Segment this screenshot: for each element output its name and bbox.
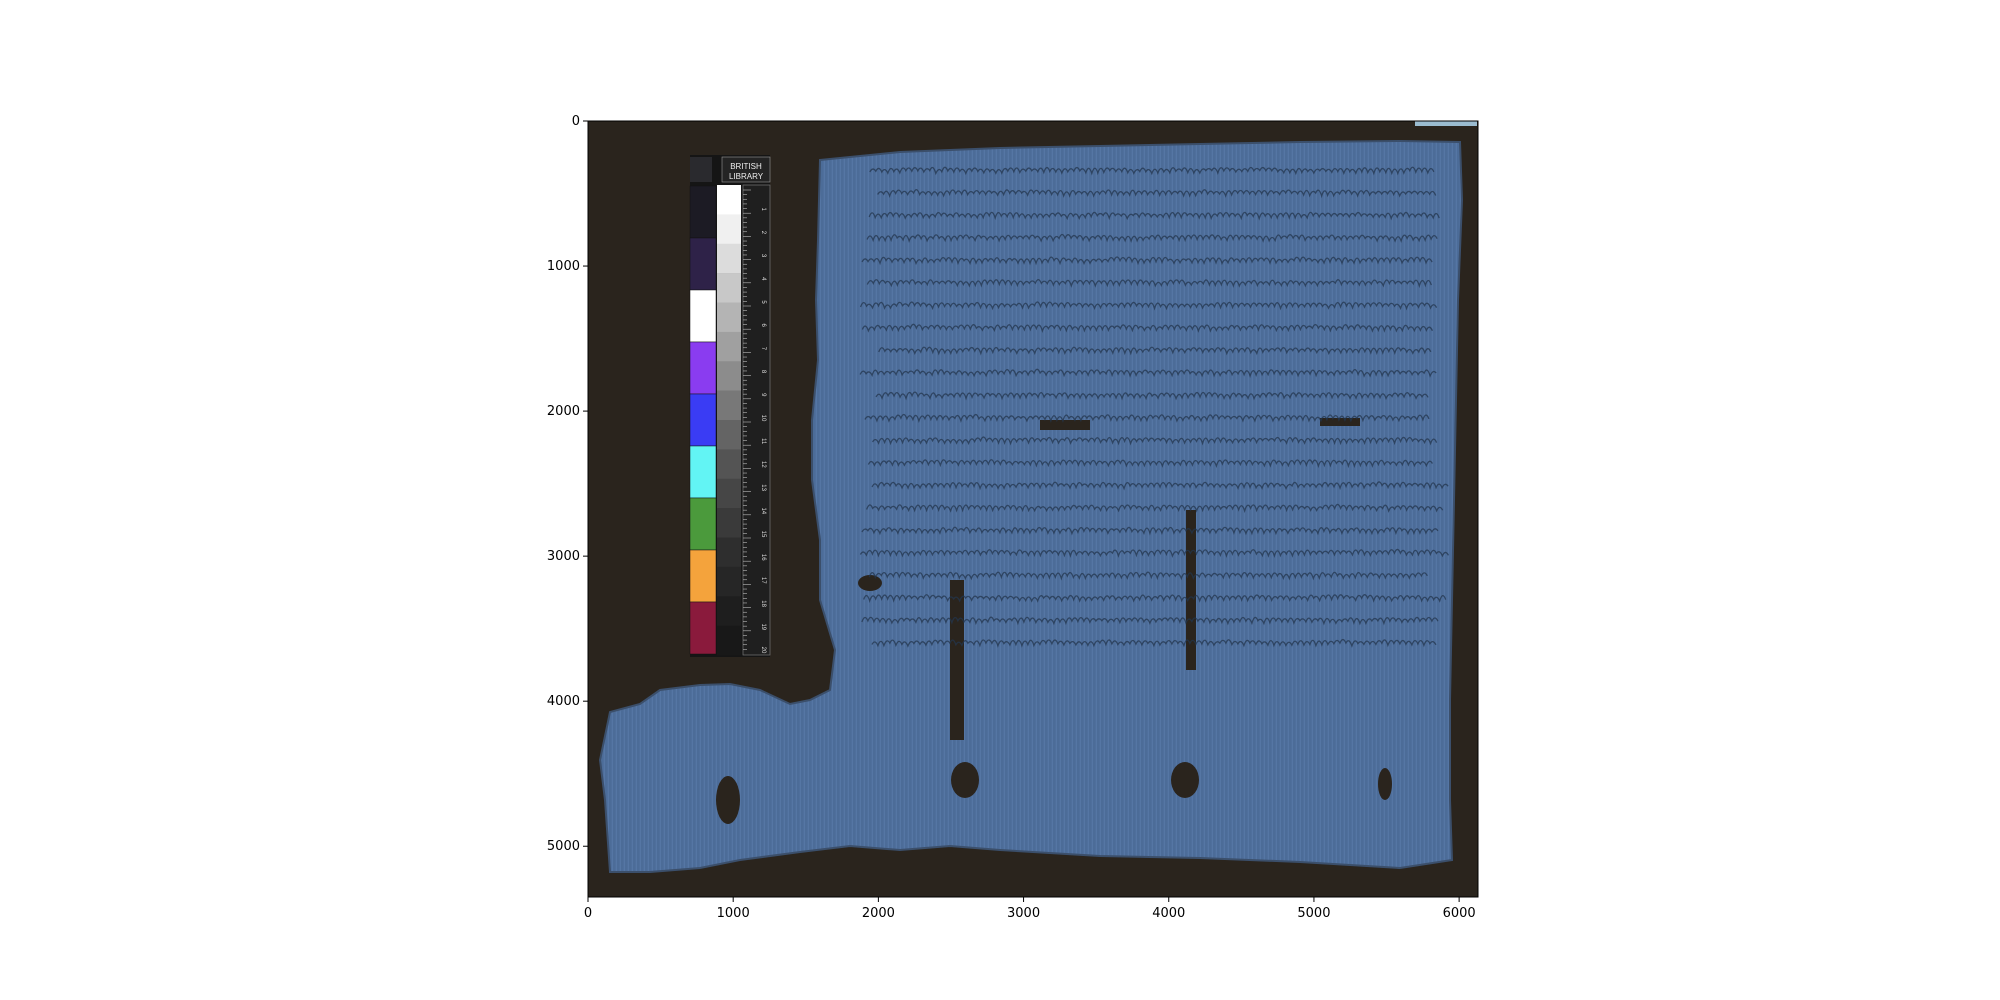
x-tick-label: 4000: [1152, 906, 1185, 921]
y-axis: 0 1000 2000 3000 4000 5000: [547, 114, 588, 854]
ruler-number: 6: [760, 324, 766, 328]
gray-step: [717, 302, 741, 333]
x-tick-label: 0: [584, 906, 592, 921]
logo-text-line1: BRITISH: [730, 162, 762, 171]
y-tick-label: 0: [572, 114, 580, 129]
gray-step: [717, 478, 741, 509]
ruler-number: 20: [760, 647, 766, 654]
x-tick-label: 1000: [717, 906, 750, 921]
ruler-number: 18: [760, 600, 766, 607]
color-swatch: [689, 445, 717, 499]
gray-step: [717, 214, 741, 245]
y-tick-label: 5000: [547, 839, 580, 854]
ruler-number: 1: [760, 208, 766, 212]
gray-step: [717, 625, 741, 656]
gray-step: [717, 185, 741, 215]
ruler-number: 11: [760, 438, 766, 445]
color-swatches: [689, 185, 717, 655]
color-swatch: [689, 237, 717, 291]
x-axis: 0 1000 2000 3000 4000 5000 6000: [584, 897, 1476, 921]
y-tick-label: 4000: [547, 694, 580, 709]
gray-step: [717, 331, 741, 362]
papyrus-fragment: [598, 139, 1464, 873]
ruler-number: 8: [760, 370, 766, 374]
gray-step: [717, 390, 741, 421]
british-library-logo: [721, 156, 771, 183]
logo-text-line2: LIBRARY: [729, 172, 764, 181]
gray-step: [717, 243, 741, 274]
ruler-number: 17: [760, 577, 766, 584]
ruler-number: 12: [760, 461, 766, 468]
color-swatch: [689, 497, 717, 551]
ruler-number: 5: [760, 300, 766, 304]
ruler-number: 13: [760, 484, 766, 491]
ruler-number: 16: [760, 554, 766, 561]
color-swatch: [689, 549, 717, 603]
gray-step: [717, 361, 741, 391]
papyrus-damage: [716, 418, 1392, 824]
x-tick-label: 6000: [1443, 906, 1476, 921]
x-tick-label: 5000: [1297, 906, 1330, 921]
gray-step: [717, 596, 741, 626]
gray-step: [717, 566, 741, 597]
color-swatch: [689, 393, 717, 447]
axes-frame: [587, 120, 1479, 898]
x-tick-label: 3000: [1007, 906, 1040, 921]
gray-step: [717, 508, 741, 538]
ruler-number: 14: [760, 507, 766, 514]
gray-step: [717, 420, 741, 450]
ruler-number: 19: [760, 623, 766, 630]
ruler-number: 10: [760, 415, 766, 422]
white-tab-top-right: [1415, 121, 1477, 126]
handwriting-lines: [859, 166, 1449, 648]
gray-step: [717, 449, 741, 480]
y-tick-label: 3000: [547, 549, 580, 564]
ruler-number: 2: [760, 231, 766, 235]
color-swatch: [689, 601, 717, 655]
ruler-number: 15: [760, 531, 766, 538]
ruler-number: 4: [760, 277, 766, 281]
color-swatch: [689, 341, 717, 395]
y-tick-label: 1000: [547, 259, 580, 274]
y-tick-label: 2000: [547, 404, 580, 419]
color-swatch: [689, 185, 717, 239]
ruler-number: 7: [760, 347, 766, 351]
gray-scale-steps: [717, 185, 741, 656]
x-tick-label: 2000: [862, 906, 895, 921]
ruler-number: 3: [760, 254, 766, 258]
gray-step: [717, 537, 741, 568]
color-swatch: [689, 289, 717, 343]
ruler-number: 9: [760, 393, 766, 397]
gray-step: [717, 273, 741, 303]
